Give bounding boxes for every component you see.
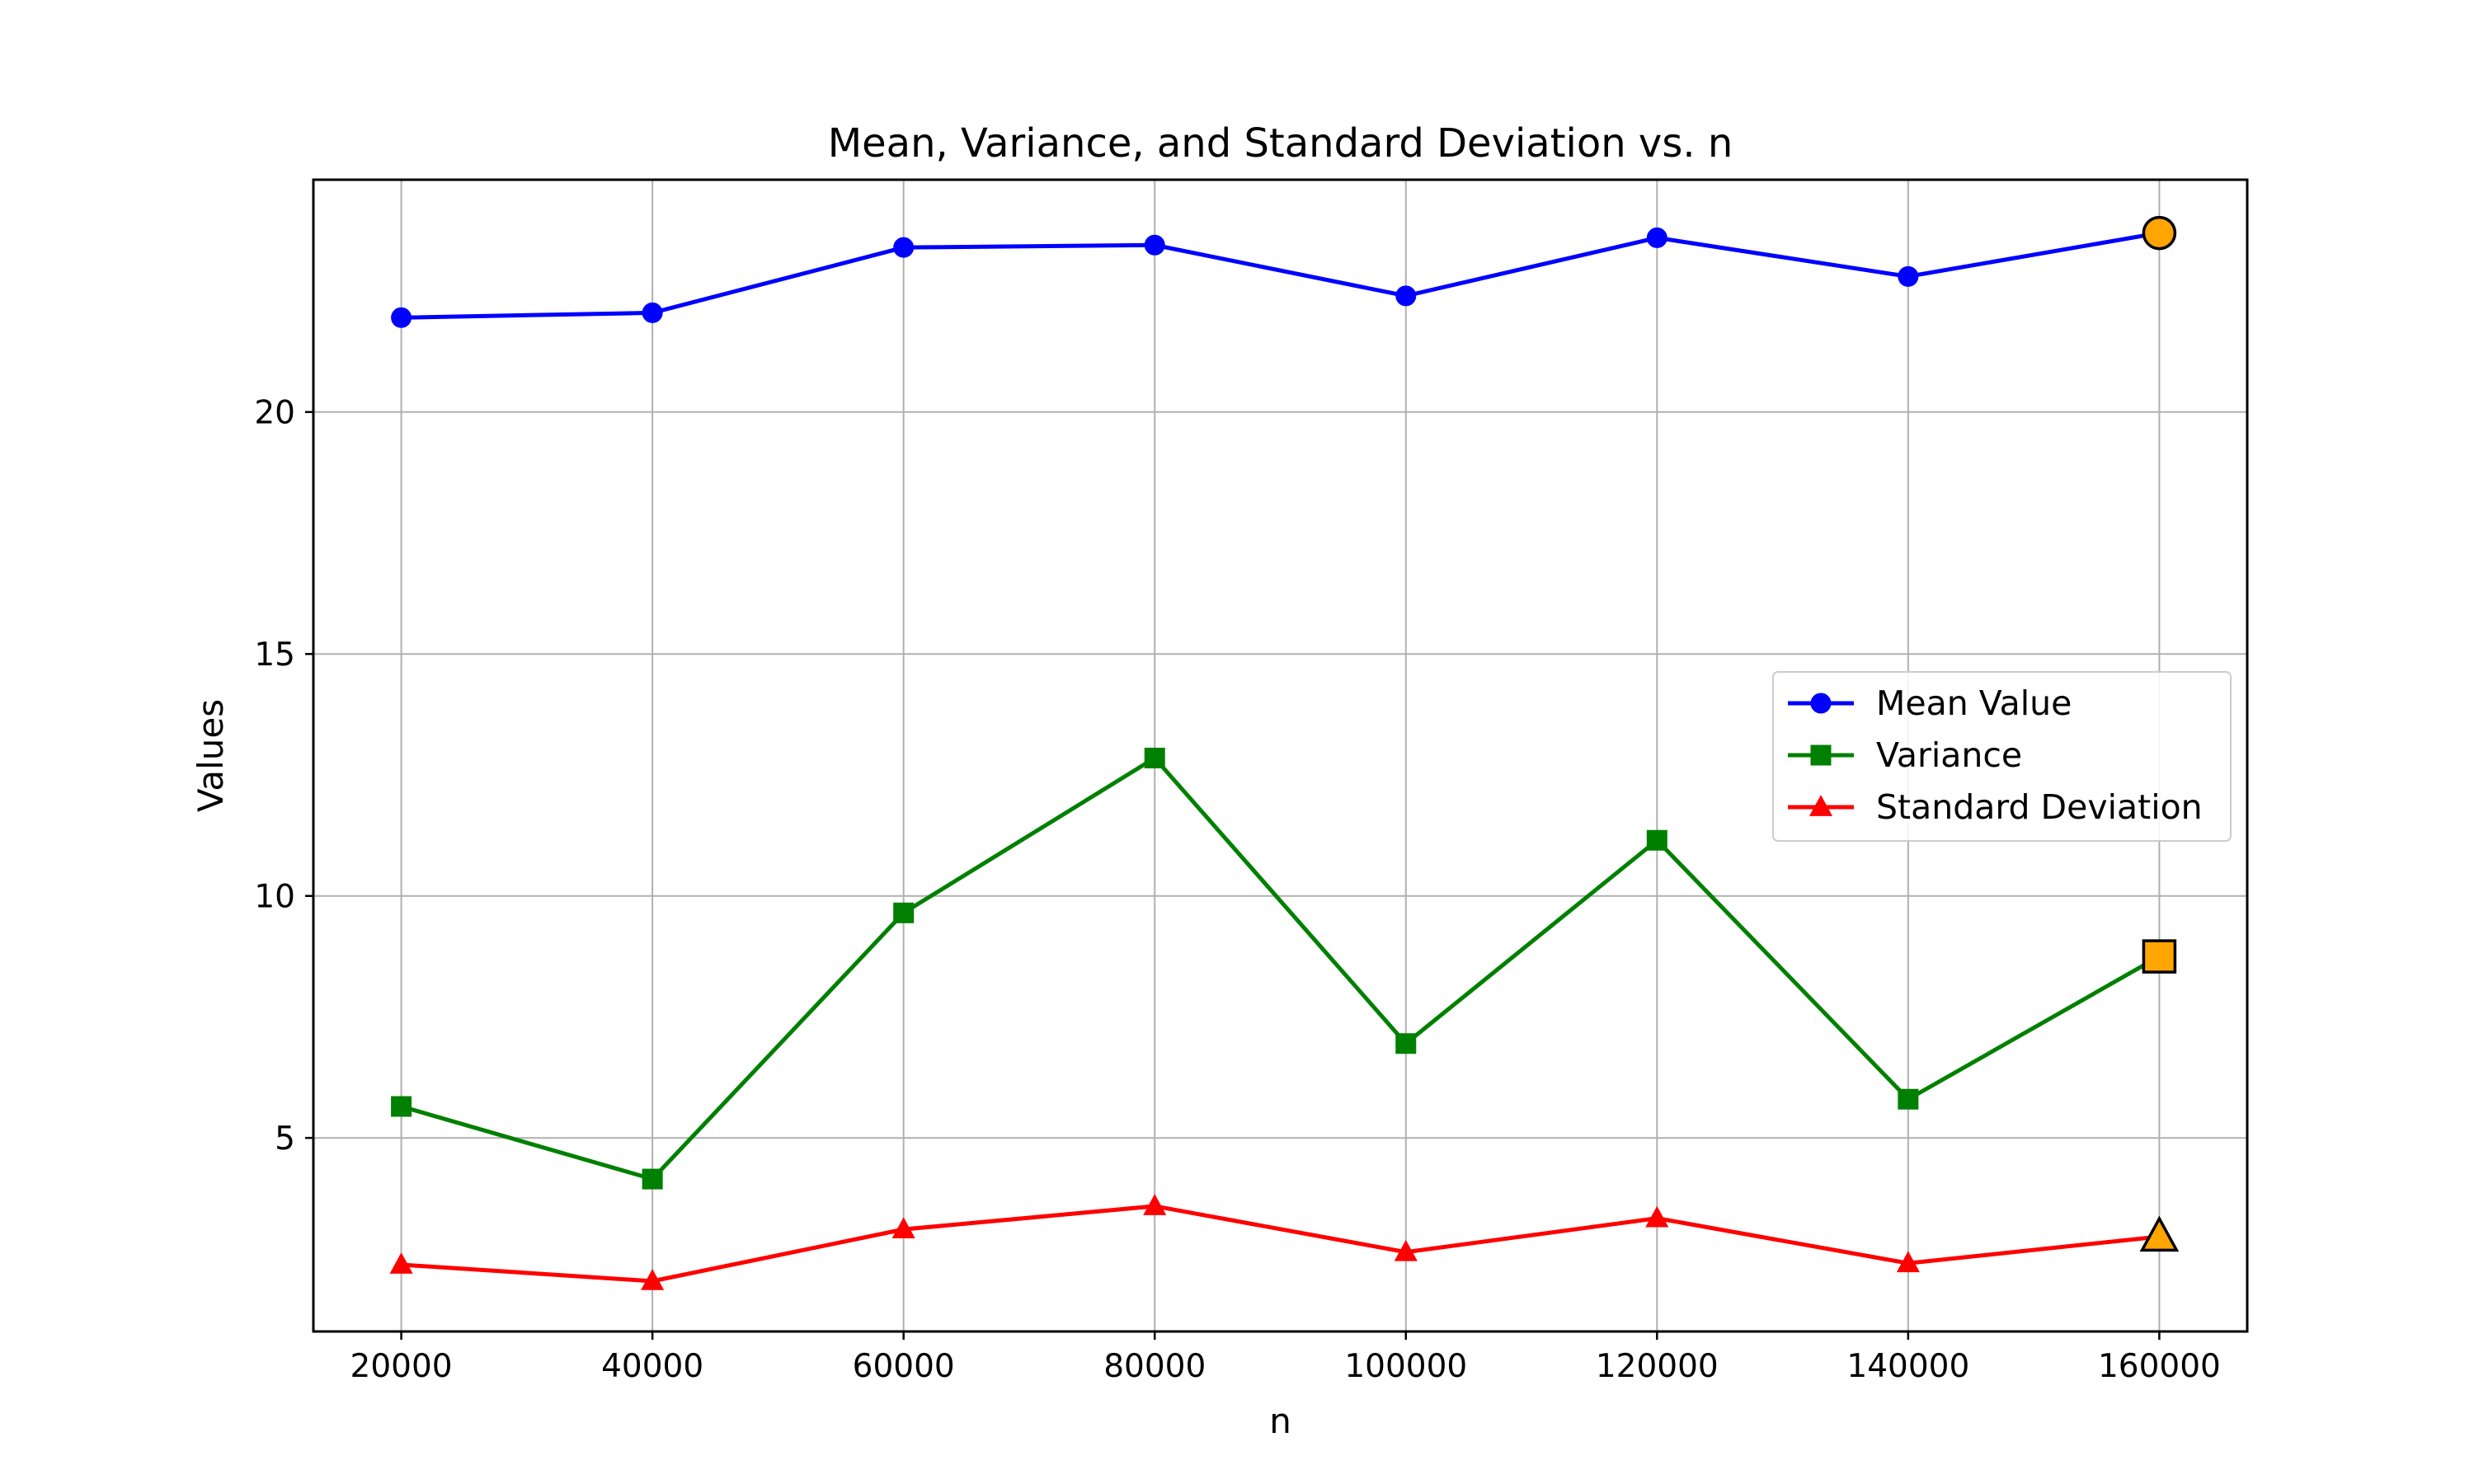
x-tick-label: 40000 <box>601 1348 703 1385</box>
x-axis-label: n <box>1269 1401 1291 1441</box>
grid <box>313 180 2247 1331</box>
legend-entry-standard-deviation: Standard Deviation <box>1788 787 2203 827</box>
x-tick-label: 80000 <box>1103 1348 1206 1385</box>
data-point-variance <box>1898 1088 1919 1110</box>
data-point-mean-value <box>642 302 663 323</box>
data-point-standard-deviation <box>389 1252 413 1274</box>
highlight-point-mean-value <box>2142 215 2177 251</box>
legend-marker-variance <box>1810 744 1832 766</box>
legend-entry-variance: Variance <box>1788 735 2022 775</box>
x-tick-label: 120000 <box>1596 1348 1719 1385</box>
legend-entry-mean-value: Mean Value <box>1788 683 2072 723</box>
data-point-standard-deviation <box>1896 1251 1920 1273</box>
data-point-standard-deviation <box>1143 1194 1167 1215</box>
highlight-point-variance <box>2142 939 2177 974</box>
data-point-mean-value <box>893 237 915 258</box>
y-tick-label: 10 <box>254 879 295 916</box>
x-tick-label: 60000 <box>853 1348 955 1385</box>
series-line-mean-value <box>401 231 2160 320</box>
data-point-standard-deviation <box>891 1217 915 1238</box>
legend-box <box>1772 671 2232 842</box>
data-point-standard-deviation <box>641 1269 665 1290</box>
legend-label-standard-deviation: Standard Deviation <box>1876 787 2203 827</box>
data-point-mean-value <box>1144 234 1165 256</box>
data-point-standard-deviation <box>1645 1205 1669 1228</box>
data-point-variance <box>391 1096 412 1117</box>
data-point-mean-value <box>1395 285 1417 307</box>
legend-label-variance: Variance <box>1876 735 2022 775</box>
data-point-mean-value <box>1898 265 1919 287</box>
data-point-mean-value <box>1646 227 1667 248</box>
x-tick-label: 100000 <box>1344 1348 1467 1385</box>
plot-frame <box>312 178 2249 1333</box>
series-variance <box>391 747 2177 1190</box>
x-tick-label: 160000 <box>2098 1348 2221 1385</box>
series-line-variance <box>400 755 2161 1181</box>
plot-series <box>389 215 2180 1290</box>
data-point-variance <box>1646 829 1667 851</box>
y-tick-label: 5 <box>275 1120 295 1158</box>
series-mean-value <box>391 215 2177 328</box>
chart-title: Mean, Variance, and Standard Deviation v… <box>828 120 1733 167</box>
axes-ticks: 20000 40000 60000 80000 100000 120000 140000 16… <box>254 395 2220 1385</box>
legend: Mean Value Variance Standard Deviation <box>1772 671 2232 842</box>
highlight-point-standard-deviation <box>2139 1215 2180 1252</box>
legend-marker-mean-value <box>1810 693 1832 714</box>
data-point-variance <box>893 902 915 923</box>
y-tick-label: 20 <box>254 395 295 432</box>
x-tick-label: 140000 <box>1846 1348 1969 1385</box>
data-point-variance <box>1395 1033 1417 1054</box>
data-point-mean-value <box>391 307 412 328</box>
legend-label-mean-value: Mean Value <box>1876 683 2072 723</box>
data-point-variance <box>642 1168 663 1190</box>
data-point-standard-deviation <box>1394 1239 1418 1261</box>
series-standard-deviation <box>389 1194 2180 1290</box>
y-tick-label: 15 <box>254 636 295 674</box>
x-tick-label: 20000 <box>350 1348 453 1385</box>
series-line-standard-deviation <box>401 1204 2160 1284</box>
legend-marker-standard-deviation <box>1808 795 1833 816</box>
data-point-variance <box>1144 747 1165 768</box>
y-axis-label: Values <box>190 699 231 812</box>
